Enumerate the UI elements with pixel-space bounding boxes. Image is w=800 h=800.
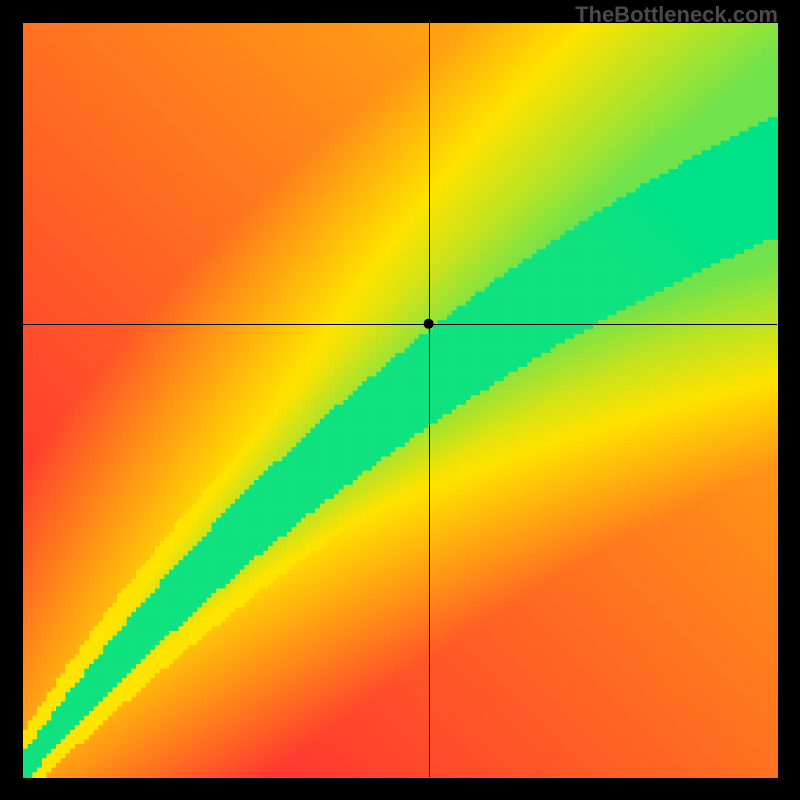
chart-container: TheBottleneck.com	[0, 0, 800, 800]
bottleneck-heatmap	[0, 0, 800, 800]
watermark-text: TheBottleneck.com	[575, 2, 778, 28]
